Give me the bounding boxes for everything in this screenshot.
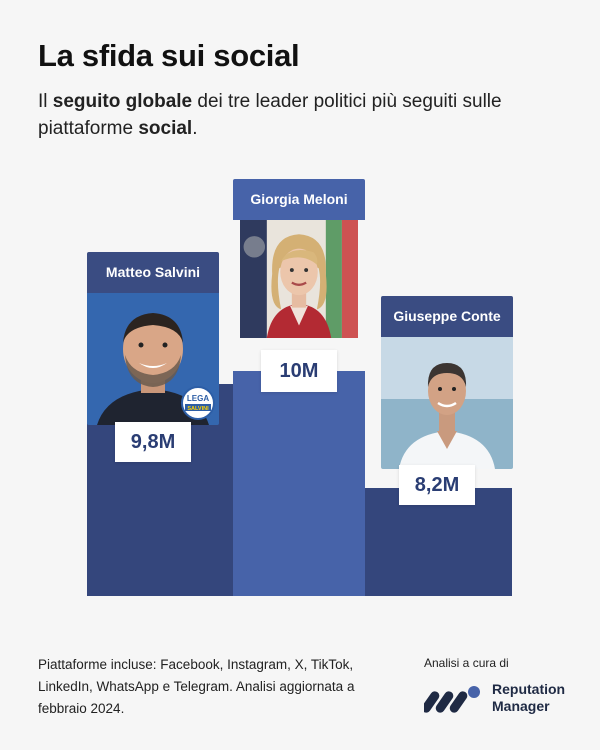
credit-label: Analisi a cura di bbox=[424, 656, 509, 670]
svg-text:LEGA: LEGA bbox=[187, 394, 209, 403]
leader-photo bbox=[381, 337, 513, 469]
leader-photo bbox=[233, 220, 365, 338]
subtitle: Il seguito globale dei tre leader politi… bbox=[38, 88, 538, 142]
bar-2 bbox=[233, 371, 365, 596]
svg-text:SALVINI: SALVINI bbox=[187, 406, 209, 412]
subtitle-part: Il bbox=[38, 91, 53, 112]
subtitle-emphasis: social bbox=[138, 118, 193, 139]
logo-text: Reputation Manager bbox=[492, 681, 565, 715]
subtitle-part: . bbox=[192, 118, 198, 139]
footnote: Piattaforme incluse: Facebook, Instagram… bbox=[38, 657, 355, 716]
reputation-manager-logo-icon bbox=[421, 686, 480, 713]
value-label: 10M bbox=[261, 350, 337, 392]
leader-name: Matteo Salvini bbox=[87, 252, 219, 293]
leader-card-3: Giuseppe Conte bbox=[381, 296, 513, 469]
leader-card-2: Giorgia Meloni bbox=[233, 179, 365, 338]
page-title: La sfida sui social bbox=[38, 38, 300, 73]
leader-photo: LEGA SALVINI bbox=[87, 293, 219, 425]
subtitle-emphasis: seguito globale bbox=[52, 91, 193, 112]
value-label: 9,8M bbox=[115, 422, 191, 462]
leader-card-1: Matteo Salvini LEGA SALVINI bbox=[87, 252, 219, 425]
logo-line-2: Manager bbox=[492, 698, 550, 714]
logo-line-1: Reputation bbox=[492, 681, 566, 697]
reputation-manager-logo[interactable]: Reputation Manager bbox=[421, 680, 584, 716]
leader-name: Giuseppe Conte bbox=[381, 296, 513, 337]
value-label: 8,2M bbox=[399, 465, 475, 505]
leader-name: Giorgia Meloni bbox=[233, 179, 365, 220]
subtitle-part: dei tre leader politici più seguiti sull… bbox=[38, 91, 502, 139]
bar-3 bbox=[365, 488, 512, 596]
